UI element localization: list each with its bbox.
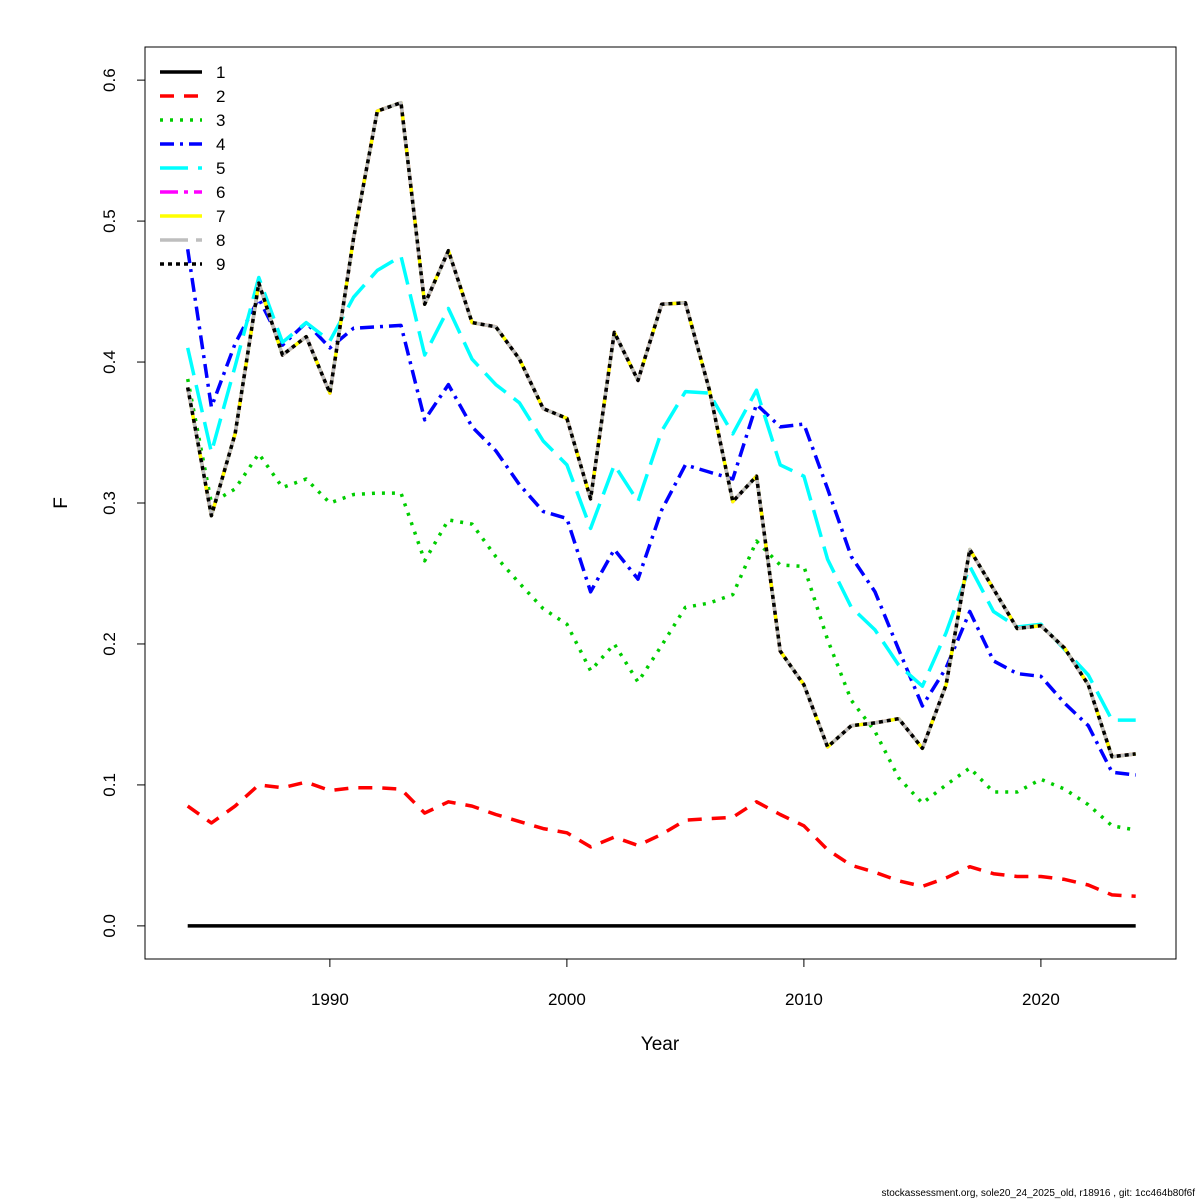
y-tick-label: 0.4 — [100, 350, 119, 374]
y-tick-label: 0.2 — [100, 632, 119, 656]
series-line-2 — [186, 780, 1136, 899]
x-tick-label: 2010 — [785, 990, 823, 1009]
series-line-4 — [185, 249, 1136, 777]
y-tick-label: 0.1 — [100, 773, 119, 797]
series-line-5 — [185, 254, 1136, 722]
legend-label-3: 3 — [216, 111, 225, 130]
footer-text: stockassessment.org, sole20_24_2025_old,… — [881, 1188, 1195, 1199]
x-tick-label: 2020 — [1022, 990, 1060, 1009]
legend-label-8: 8 — [216, 231, 225, 250]
x-tick-label: 1990 — [311, 990, 349, 1009]
x-tick-label: 2000 — [548, 990, 586, 1009]
series-line-8 — [185, 100, 1136, 759]
y-axis-title: F — [51, 497, 72, 509]
series-line-9 — [185, 100, 1136, 759]
y-tick-label: 0.3 — [100, 491, 119, 515]
series-line-7 — [185, 100, 1136, 759]
legend-label-7: 7 — [216, 207, 225, 226]
legend-label-6: 6 — [216, 183, 225, 202]
x-axis-title: Year — [641, 1034, 680, 1055]
legend-label-9: 9 — [216, 255, 225, 274]
legend-label-1: 1 — [216, 63, 225, 82]
x-axis: 1990 2000 2010 2020 — [311, 958, 1060, 1009]
y-tick-label: 0.0 — [100, 914, 119, 938]
series-line-6 — [185, 100, 1136, 759]
series-line-3 — [185, 378, 1137, 832]
series-layer — [185, 100, 1137, 928]
y-axis: 0.0 0.1 0.2 0.3 0.4 0.5 0.6 — [100, 68, 146, 938]
legend-label-4: 4 — [216, 135, 225, 154]
legend: 1 2 3 4 5 6 7 8 9 — [160, 63, 225, 274]
legend-label-2: 2 — [216, 87, 225, 106]
legend-label-5: 5 — [216, 159, 225, 178]
y-tick-label: 0.5 — [100, 209, 119, 233]
plot-frame — [144, 46, 1177, 960]
y-tick-label: 0.6 — [100, 68, 119, 92]
